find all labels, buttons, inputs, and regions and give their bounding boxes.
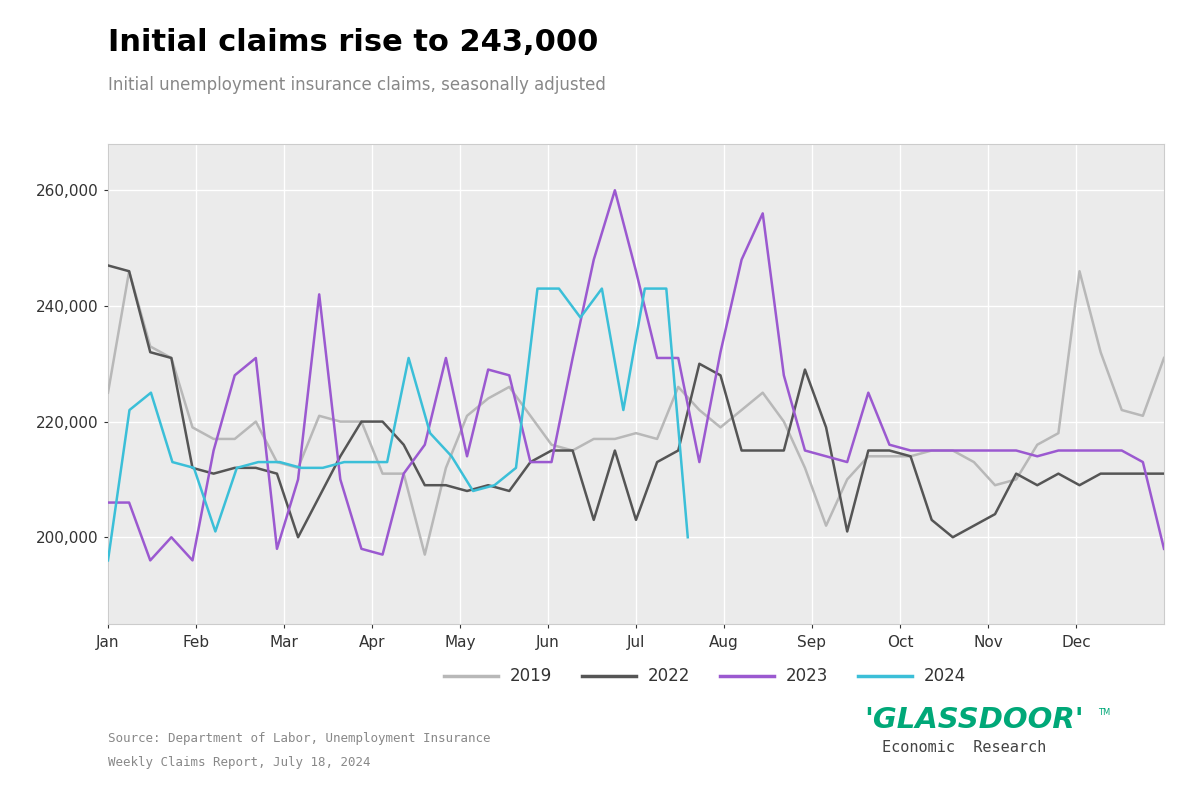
Text: 2019: 2019 <box>510 667 552 685</box>
Text: Weekly Claims Report, July 18, 2024: Weekly Claims Report, July 18, 2024 <box>108 756 371 769</box>
Text: Economic  Research: Economic Research <box>882 741 1046 755</box>
Text: 2023: 2023 <box>786 667 828 685</box>
Text: TM: TM <box>1098 708 1110 717</box>
Text: Source: Department of Labor, Unemployment Insurance: Source: Department of Labor, Unemploymen… <box>108 732 491 745</box>
Text: Initial unemployment insurance claims, seasonally adjusted: Initial unemployment insurance claims, s… <box>108 76 606 94</box>
Text: 2022: 2022 <box>648 667 690 685</box>
Text: 'GLASSDOOR': 'GLASSDOOR' <box>864 706 1084 734</box>
Text: 2024: 2024 <box>924 667 966 685</box>
Text: Initial claims rise to 243,000: Initial claims rise to 243,000 <box>108 28 599 57</box>
